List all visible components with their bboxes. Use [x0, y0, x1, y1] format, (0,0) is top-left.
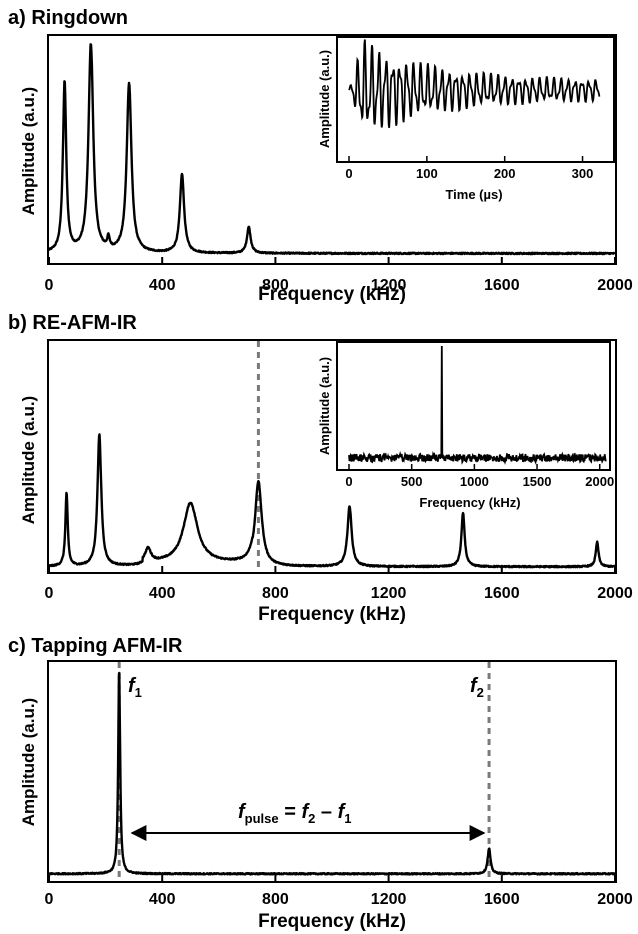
x-tick-label-0: 0 — [45, 891, 54, 908]
panel-b-plot-area — [47, 341, 616, 572]
panel-c: c) Tapping AFM-IR Amplitude (a.u.) 0 400 8… — [8, 635, 633, 932]
x-tick-label-4: 1600 — [484, 585, 520, 602]
annotation-formula: fpulse = f2 – f1 — [238, 801, 352, 826]
x-tick-label-2: 800 — [262, 585, 289, 602]
panel-a-x-ticks: 0 400 800 1200 1600 2000 — [45, 257, 633, 294]
panel-b-inset: 0 500 1000 1500 2000 Amplitude (a.u.) Freque… — [317, 341, 614, 510]
panel-a-xlabel: Frequency (kHz) — [258, 284, 406, 305]
inset-b-tick-label-3: 1500 — [523, 474, 552, 489]
spectrum-line — [48, 671, 616, 876]
panel-a-frame — [47, 34, 617, 265]
panel-a-inset: 0 100 200 300 Amplitude (a.u.) Time (µs) — [317, 36, 615, 202]
x-tick-label-4: 1600 — [484, 277, 520, 294]
panel-a-inset-x-ticks: 0 100 200 300 — [345, 156, 593, 181]
inset-a-tick-label-0: 0 — [345, 166, 352, 181]
panel-a-inset-ylabel: Amplitude (a.u.) — [317, 50, 332, 148]
panel-b-xlabel: Frequency (kHz) — [258, 604, 406, 625]
spectrum-line — [47, 433, 616, 569]
panel-a-inset-plot-area — [348, 39, 601, 128]
panel-c-frame — [47, 660, 617, 883]
panel-b-inset-ylabel: Amplitude (a.u.) — [317, 357, 332, 455]
spectrum-line — [48, 43, 616, 256]
panel-b-inset-xlabel: Frequency (kHz) — [419, 495, 520, 510]
panel-b-inset-x-ticks: 0 500 1000 1500 2000 — [345, 464, 614, 489]
x-tick-label-5: 2000 — [597, 891, 633, 908]
x-tick-label-2: 800 — [262, 277, 289, 294]
panel-c-plot-area — [48, 662, 616, 881]
panel-b-title: b) RE-AFM-IR — [8, 312, 137, 334]
inset-b-tick-label-4: 2000 — [585, 474, 614, 489]
panel-a-ylabel: Amplitude (a.u.) — [19, 87, 38, 215]
x-tick-label-4: 1600 — [484, 891, 520, 908]
inset-b-tick-label-1: 500 — [401, 474, 423, 489]
panel-a-plot-area — [48, 43, 616, 256]
annotation-f1: f1 — [128, 675, 142, 700]
inset-a-tick-label-1: 100 — [416, 166, 438, 181]
inset-b-tick-label-0: 0 — [345, 474, 352, 489]
peak-point-3 — [107, 241, 109, 243]
x-tick-label-3: 1200 — [371, 277, 407, 294]
panel-b-inset-frame — [336, 341, 611, 471]
inset-b-tick-label-2: 1000 — [460, 474, 489, 489]
peak-point-2 — [147, 552, 149, 554]
inset-b-spectrum-line — [348, 345, 607, 466]
x-tick-label-5: 2000 — [597, 585, 633, 602]
panel-b-frame — [47, 339, 617, 574]
panel-b-x-ticks: 0 400 800 1200 1600 2000 — [45, 566, 633, 602]
panel-a: a) Ringdown Amplitude (a.u.) 0 400 800 1200… — [8, 7, 633, 305]
inset-a-ringdown-line — [348, 39, 601, 128]
x-tick-label-1: 400 — [149, 585, 176, 602]
panel-b-inset-plot-area — [348, 345, 607, 466]
panel-a-inset-xlabel: Time (µs) — [445, 187, 502, 202]
x-tick-label-1: 400 — [149, 891, 176, 908]
x-tick-label-0: 0 — [45, 277, 54, 294]
x-tick-label-2: 800 — [262, 891, 289, 908]
panel-c-x-ticks: 0 400 800 1200 1600 2000 — [45, 875, 633, 908]
panel-c-xlabel: Frequency (kHz) — [258, 911, 406, 932]
inset-a-tick-label-2: 200 — [494, 166, 516, 181]
x-tick-label-1: 400 — [149, 277, 176, 294]
panel-c-ylabel: Amplitude (a.u.) — [19, 698, 38, 826]
peak-point-0 — [118, 668, 120, 670]
panel-c-title: c) Tapping AFM-IR — [8, 635, 183, 657]
x-tick-label-0: 0 — [45, 585, 54, 602]
x-tick-label-3: 1200 — [371, 891, 407, 908]
x-tick-label-3: 1200 — [371, 585, 407, 602]
panel-b-ylabel: Amplitude (a.u.) — [19, 396, 38, 524]
inset-a-tick-label-3: 300 — [572, 166, 594, 181]
annotation-f2: f2 — [470, 675, 484, 700]
panel-b: b) RE-AFM-IR Amplitude (a.u.) 0 400 800 120… — [8, 312, 633, 625]
x-tick-label-5: 2000 — [597, 277, 633, 294]
panel-a-title: a) Ringdown — [8, 7, 128, 29]
